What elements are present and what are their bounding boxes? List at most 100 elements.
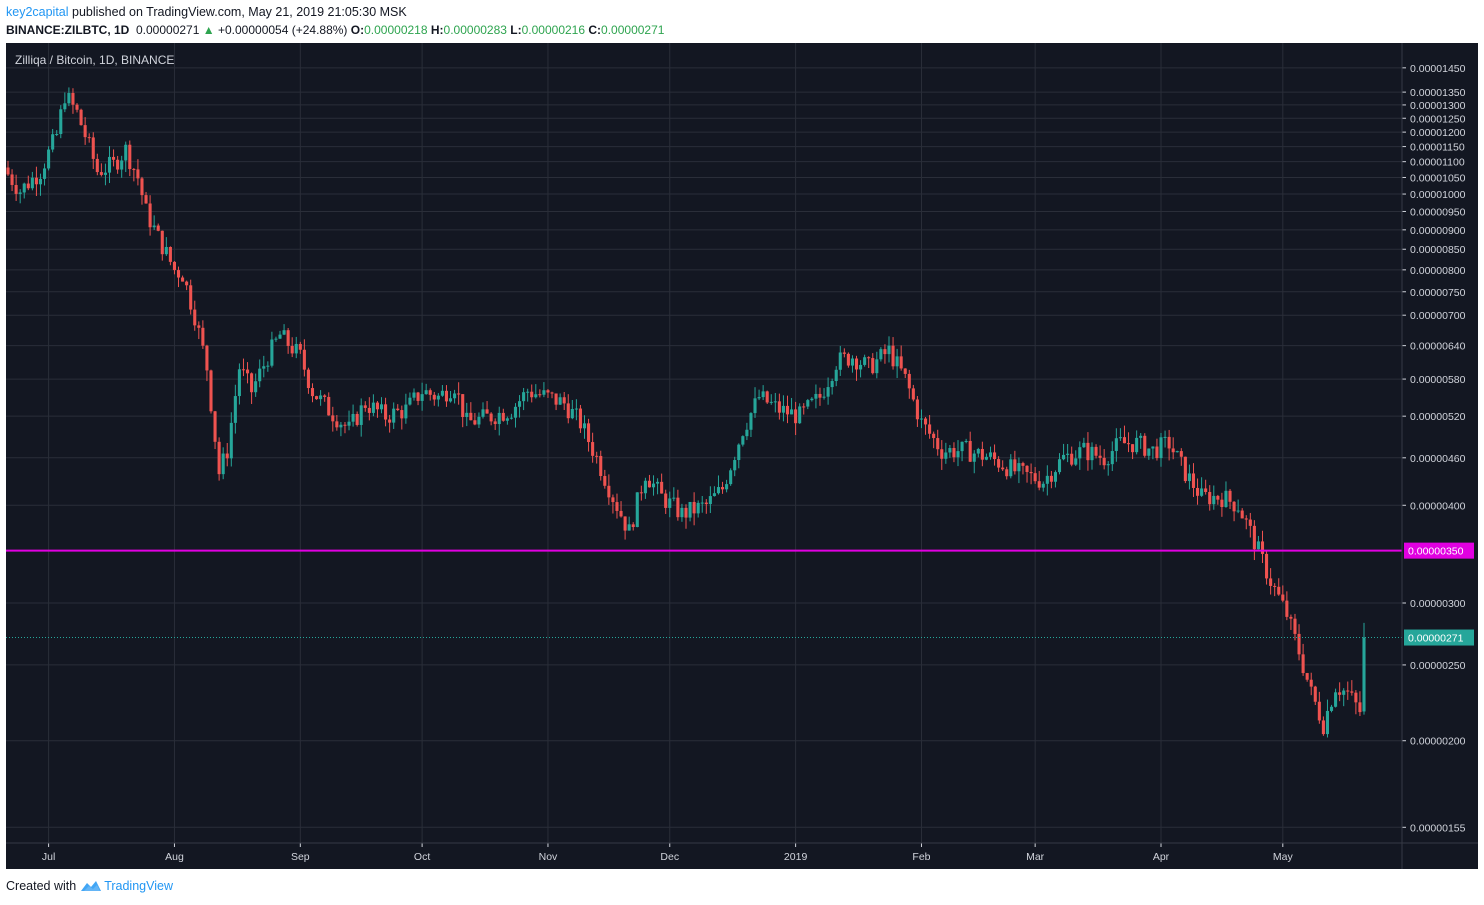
candle-body [729,470,733,485]
candle-body [497,412,501,425]
candle-body [1001,467,1005,470]
candle-body [822,396,826,398]
candle-body [688,501,692,518]
candle-body [1045,475,1049,484]
candle-body [63,103,67,110]
y-tick-label: 0.00000200 [1410,736,1466,748]
published-text: published on TradingView.com, May 21, 20… [68,5,407,19]
candle-body [834,369,838,382]
tradingview-brand-link[interactable]: TradingView [104,879,173,893]
candle-body [1321,720,1325,735]
candle-body [347,421,351,426]
chart-container[interactable]: 0.00000350 0.00000271 0.00001450 0.0000135… [6,43,1478,869]
y-tick-label: 0.00001050 [1410,172,1466,184]
candle-body [660,481,664,494]
candle-body [936,438,940,450]
candle-body [956,451,960,458]
candle-body [112,156,116,160]
candle-body [1070,453,1074,465]
candle-body [1041,483,1045,488]
candle-body [140,178,144,196]
candle-body [1248,519,1252,526]
candle-body [725,484,729,490]
candle-body [1013,459,1017,472]
candle-body [781,405,785,413]
candle-body [1049,475,1053,482]
candle-body [619,510,623,517]
candle-body [493,421,497,425]
candle-body [570,408,574,419]
y-tick-label: 0.00001300 [1410,100,1466,112]
candle-body [473,420,477,425]
candle-body [830,381,834,388]
candle-body [599,455,603,477]
candle-body [355,413,359,425]
candle-body [432,394,436,400]
candle-body [972,453,976,462]
candle-body [420,394,424,401]
candle-body [51,134,55,150]
close-value: 0.00000271 [601,23,665,37]
candle-body [1277,586,1281,595]
candle-body [1098,455,1102,458]
candle-body [509,417,513,419]
candle-body [643,480,647,494]
candle-body [217,441,221,475]
symbol-label: BINANCE:ZILBTC, 1D [6,23,130,37]
candle-body [205,345,209,371]
candle-body [416,392,420,401]
candle-body [635,492,639,528]
candle-body [664,493,668,508]
candle-body [574,408,578,410]
candle-body [915,399,919,420]
candle-body [526,391,530,393]
candle-body [75,104,79,110]
candle-body [371,402,375,413]
candle-body [883,349,887,355]
candle-body [193,309,197,326]
candle-body [42,168,47,179]
candle-body [720,487,725,490]
candle-body [1106,464,1110,466]
candle-body [461,394,465,418]
candle-body [879,349,883,360]
candle-body [1126,443,1131,445]
candlestick-chart[interactable]: 0.00000350 0.00000271 0.00001450 0.0000135… [6,43,1478,869]
candle-body [1094,446,1098,456]
candle-body [798,406,802,424]
candle-body [367,407,371,413]
candle-body [1325,710,1330,735]
candle-body [546,390,550,393]
tradingview-logo-icon [81,881,102,891]
candle-body [1090,446,1094,461]
candle-body [120,160,124,170]
candle-body [1208,491,1212,505]
publisher-link[interactable]: key2capital [6,5,69,19]
candle-body [1167,436,1171,449]
candle-body [639,492,643,494]
candle-body [790,409,794,415]
candle-body [270,339,274,366]
candle-body [733,460,737,471]
candle-body [185,281,189,286]
y-tick-label: 0.00000460 [1410,453,1466,465]
candle-body [765,391,769,403]
candle-body [1224,490,1228,507]
candle-body [1362,637,1366,712]
candle-body [1281,594,1285,601]
candle-body [530,391,534,398]
candle-body [1005,469,1009,477]
y-tick-label: 0.00001000 [1410,189,1466,201]
candle-body [968,440,972,462]
candle-body [241,369,246,371]
candle-body [233,396,237,423]
y-tick-label: 0.00001350 [1410,87,1466,99]
candle-body [505,418,509,421]
candle-body [712,493,716,497]
candle-body [225,453,229,459]
chart-background [6,43,1478,869]
candle-body [485,409,489,414]
y-tick-label: 0.00000520 [1410,411,1466,423]
candle-body [802,406,806,408]
high-value: 0.00000283 [443,23,507,37]
